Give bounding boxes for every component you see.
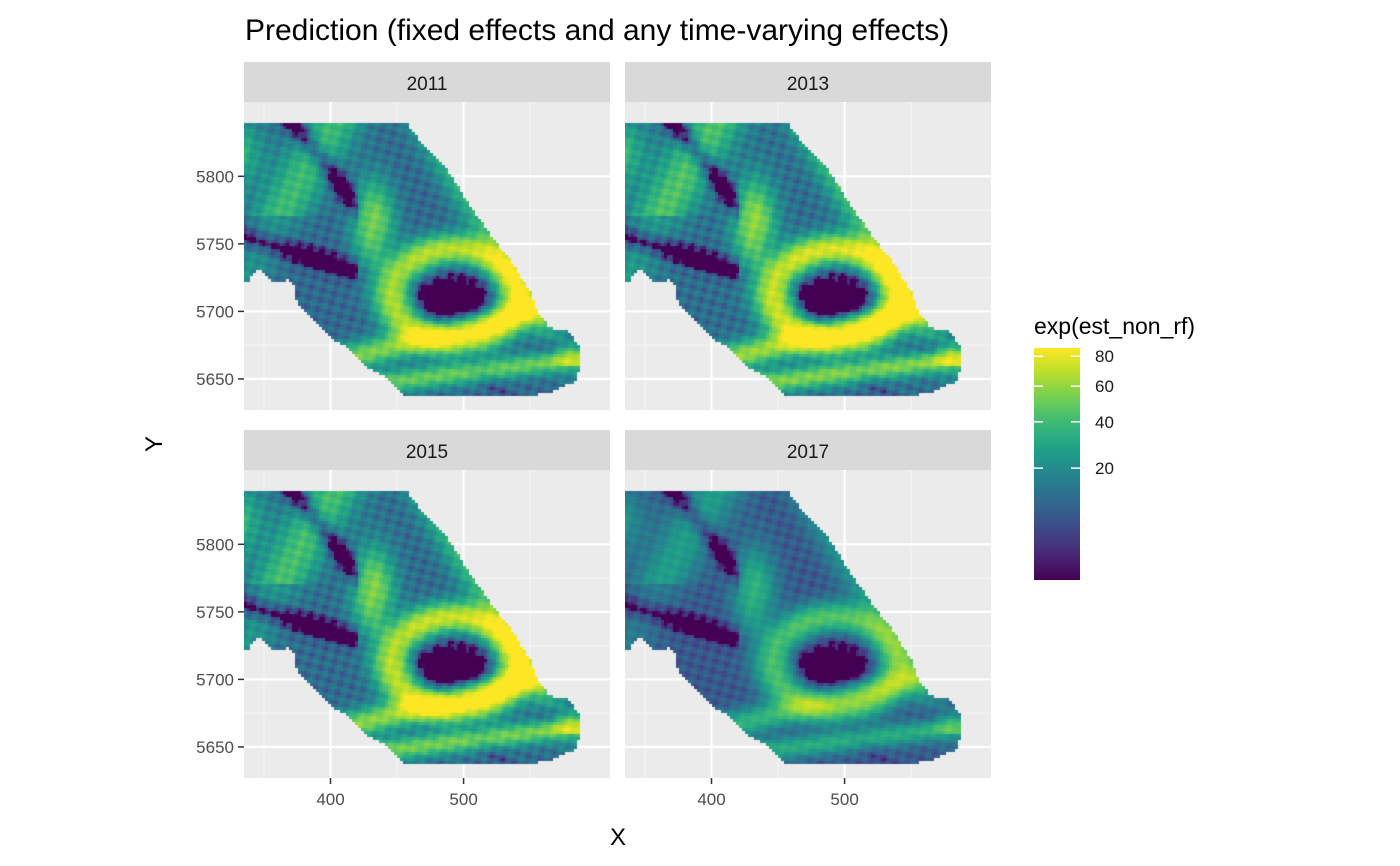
colorbar — [1034, 348, 1080, 580]
colorbar-tick-label: 40 — [1095, 413, 1114, 432]
y-tick-label: 5750 — [196, 603, 234, 622]
facet-strip — [244, 430, 610, 470]
x-axis-label: X — [610, 824, 626, 851]
y-tick-label: 5650 — [196, 370, 234, 389]
colorbar-tick-label: 20 — [1095, 459, 1114, 478]
y-tick-label: 5700 — [196, 670, 234, 689]
colorbar-tick-label: 80 — [1095, 347, 1114, 366]
facet-strip — [625, 430, 991, 470]
heatmap-raster — [244, 470, 610, 778]
x-tick-label: 400 — [316, 790, 344, 809]
color-legend: exp(est_non_rf) 20 40 60 80 — [1034, 313, 1195, 580]
facet-strip-label: 2017 — [787, 442, 829, 463]
x-tick-label: 500 — [449, 790, 477, 809]
facet-panel-2013: 2013 — [625, 62, 991, 410]
x-tick-label: 500 — [830, 790, 858, 809]
heatmap-raster — [625, 470, 991, 778]
facet-panel-2017: 2017 400 500 — [625, 430, 991, 809]
facet-strip-label: 2015 — [406, 442, 448, 463]
x-tick-label: 400 — [697, 790, 725, 809]
facet-panels: 2011 5650 5700 5750 5800 2013 2015 5650 5700 5750… — [196, 62, 991, 809]
colorbar-tick-label: 60 — [1095, 377, 1114, 396]
heatmap-raster — [244, 102, 610, 410]
y-tick-label: 5800 — [196, 167, 234, 186]
y-tick-label: 5750 — [196, 235, 234, 254]
facet-panel-2011: 2011 5650 5700 5750 5800 — [196, 62, 610, 410]
chart-title: Prediction (fixed effects and any time-v… — [245, 14, 949, 47]
y-tick-label: 5800 — [196, 535, 234, 554]
facet-strip-label: 2011 — [407, 74, 448, 95]
heatmap-raster — [625, 102, 991, 410]
y-tick-label: 5700 — [196, 302, 234, 321]
legend-title: exp(est_non_rf) — [1034, 313, 1195, 339]
facet-strip — [244, 62, 610, 102]
y-axis-label: Y — [141, 436, 168, 452]
facet-strip — [625, 62, 991, 102]
facet-strip-label: 2013 — [787, 74, 829, 95]
facet-panel-2015: 2015 5650 5700 5750 5800 400 500 — [196, 430, 610, 809]
y-tick-label: 5650 — [196, 738, 234, 757]
